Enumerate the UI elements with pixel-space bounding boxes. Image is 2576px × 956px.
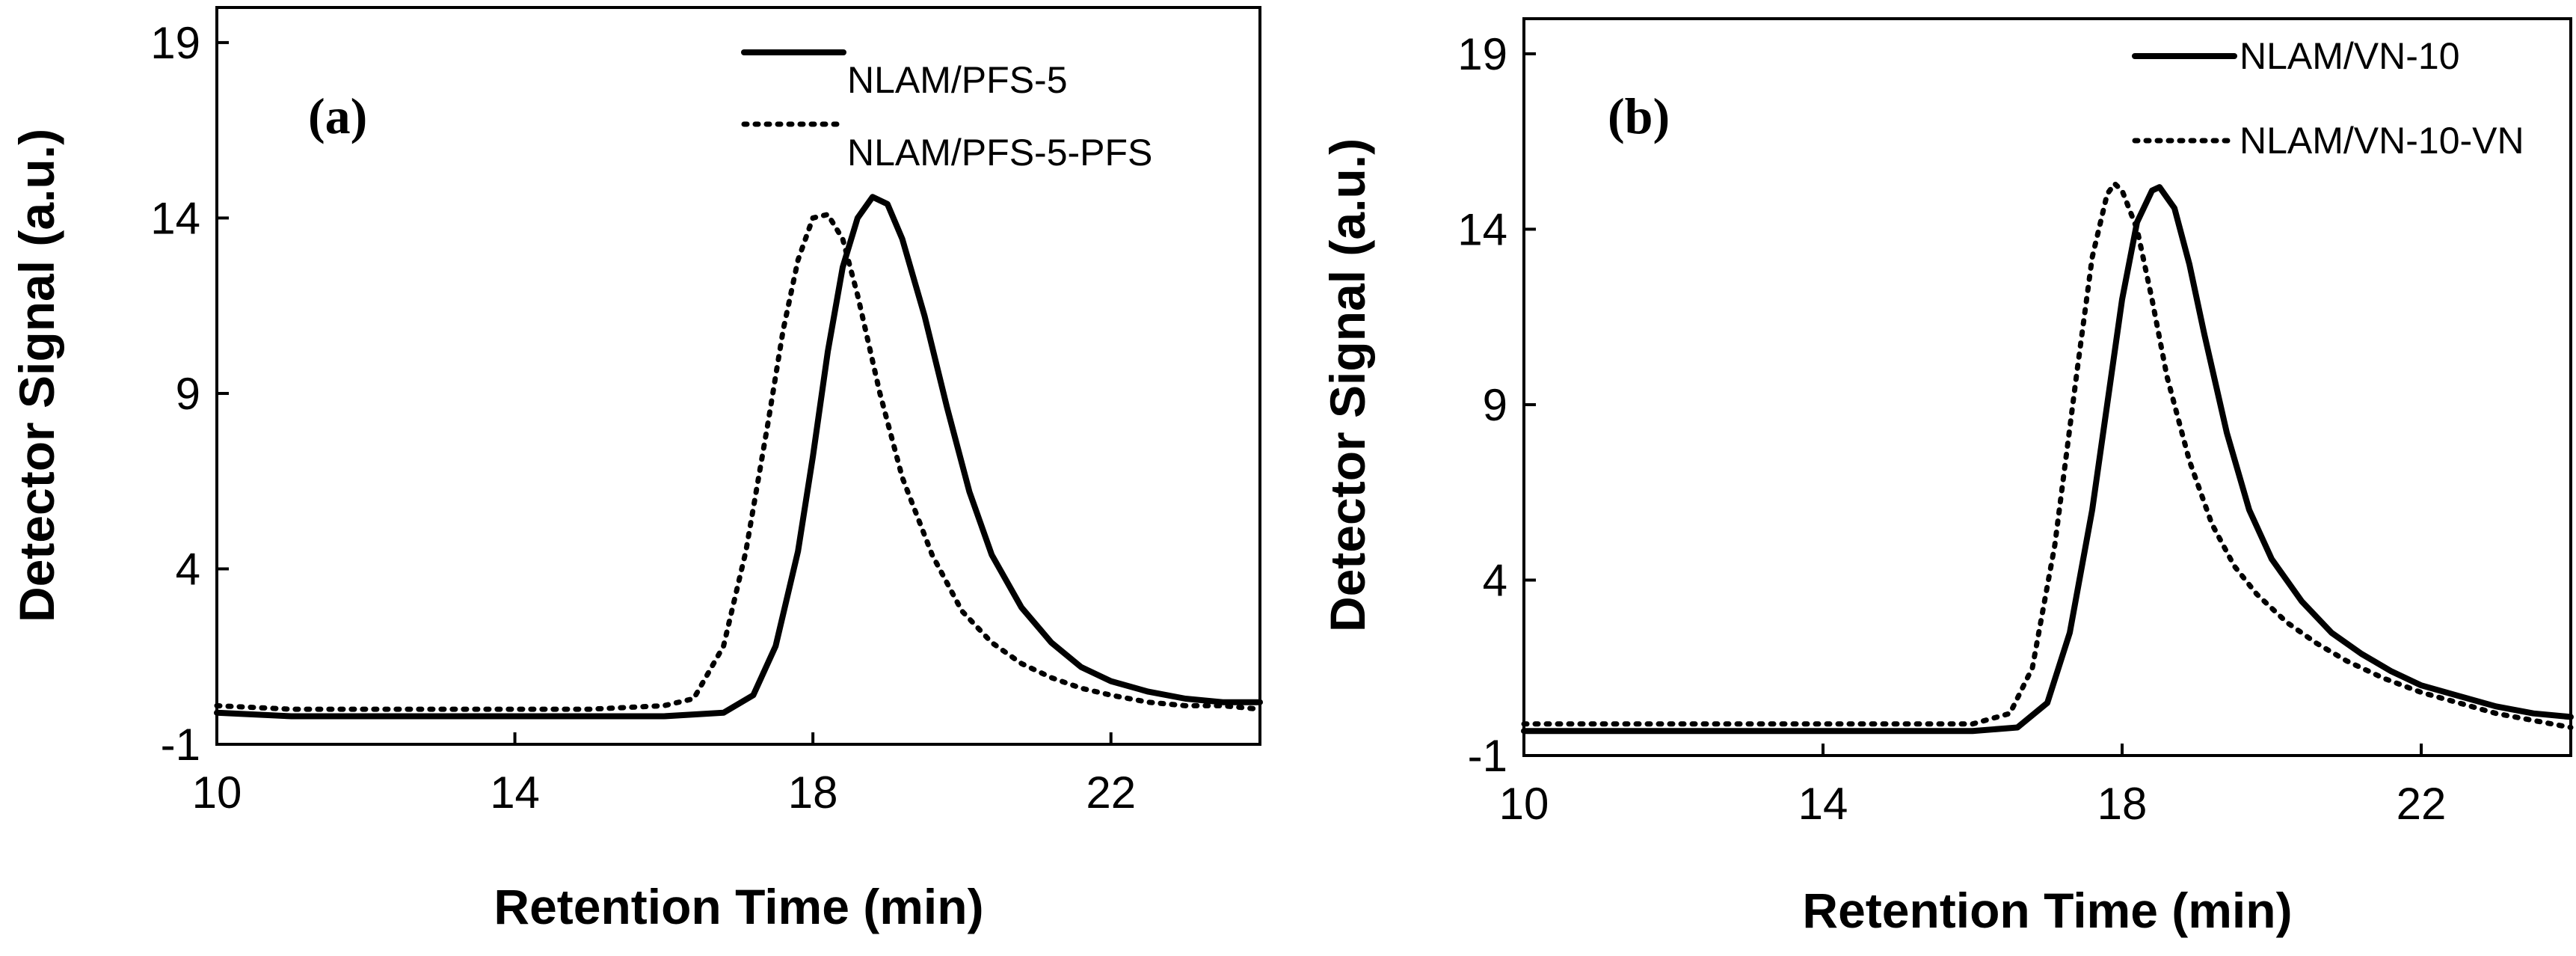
x-tick-label-a: 14 [490, 767, 540, 818]
x-tick-label-b: 14 [1798, 779, 1848, 829]
y-tick-label-b: -1 [1468, 731, 1507, 781]
series-group-b [1521, 181, 2574, 735]
panel-label-b: (b) [1608, 88, 1670, 144]
chart-panel-a: -1 4 9 14 19 10 14 18 22 (a) NLAM/PFS-5 NLAM/PF… [9, 6, 1263, 934]
legend-label-b-0: NLAM/VN-10 [2240, 35, 2460, 77]
x-tick-label-a: 22 [1086, 767, 1136, 818]
y-tick-label-a: 19 [150, 18, 200, 68]
x-axis-title-a: Retention Time (min) [494, 879, 983, 934]
x-tick-label-b: 18 [2097, 779, 2148, 829]
y-tick-label-a: 4 [176, 544, 200, 594]
y-tick-label-b: 9 [1483, 380, 1507, 430]
y-tick-label-a: 9 [176, 369, 200, 419]
x-tick-label-b: 10 [1499, 779, 1549, 829]
series-line-a-solid [214, 194, 1263, 720]
x-tick-label-a: 18 [788, 767, 838, 818]
panel-label-a: (a) [308, 88, 367, 144]
series-line-a-dotted [214, 212, 1263, 712]
y-tick-label-b: 19 [1457, 29, 1507, 79]
series-line-b-dotted [1521, 181, 2574, 730]
x-tick-label-b: 22 [2397, 779, 2447, 829]
legend-label-a-0: NLAM/PFS-5 [847, 59, 1068, 101]
x-tick-label-a: 10 [192, 767, 242, 818]
plot-frame-a [215, 6, 1261, 746]
y-axis-b: -1 4 9 14 19 [1457, 29, 1536, 781]
y-axis-a: -1 4 9 14 19 [150, 18, 229, 770]
x-axis-a: 10 14 18 22 [192, 732, 1136, 818]
series-line-b-solid [1521, 184, 2574, 735]
x-axis-title-b: Retention Time (min) [1802, 883, 2292, 938]
legend-label-a-1: NLAM/PFS-5-PFS [847, 132, 1152, 174]
plot-frame-b [1522, 17, 2572, 757]
series-group-a [214, 194, 1263, 720]
chart-panel-b: -1 4 9 14 19 10 14 18 22 (b) NLAM/VN-10 NLAM/VN… [1320, 17, 2574, 938]
x-axis-b: 10 14 18 22 [1499, 744, 2447, 829]
y-axis-title-b: Detector Signal (a.u.) [1320, 138, 1375, 632]
y-tick-label-a: -1 [161, 720, 200, 770]
y-axis-title-a: Detector Signal (a.u.) [9, 129, 64, 622]
y-tick-label-b: 4 [1483, 555, 1507, 605]
y-tick-label-a: 14 [150, 193, 200, 243]
y-tick-label-b: 14 [1457, 204, 1507, 254]
legend-label-b-1: NLAM/VN-10-VN [2240, 120, 2524, 162]
